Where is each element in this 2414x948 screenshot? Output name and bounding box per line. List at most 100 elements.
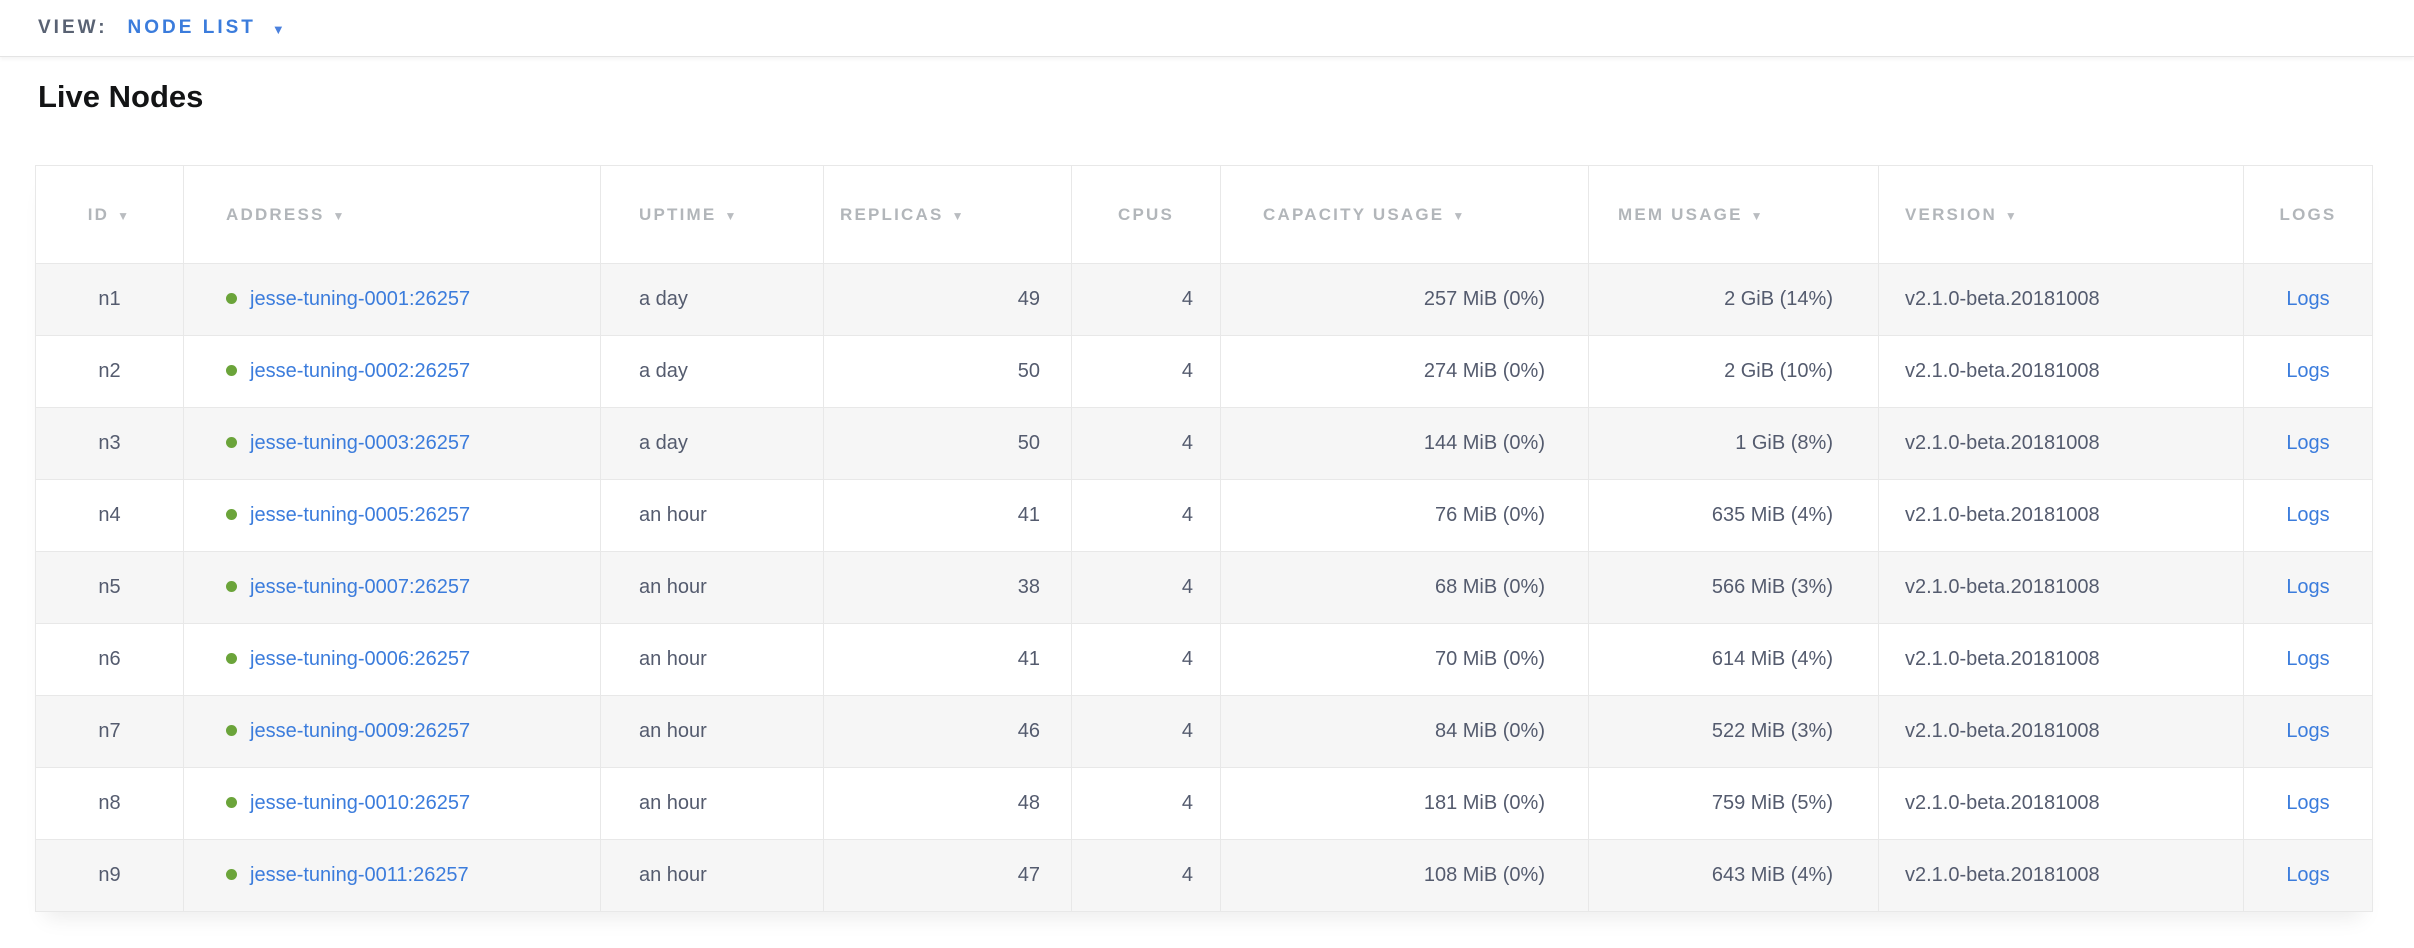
cell-capacity: 84 MiB (0%) [1220, 695, 1589, 768]
node-status-dot-icon [226, 797, 237, 808]
cell-version: v2.1.0-beta.20181008 [1878, 335, 2244, 408]
cell-version: v2.1.0-beta.20181008 [1878, 407, 2244, 480]
cell-version: v2.1.0-beta.20181008 [1878, 479, 2244, 552]
cell-replicas: 41 [823, 623, 1072, 696]
logs-link[interactable]: Logs [2286, 864, 2330, 886]
cell-address: jesse-tuning-0002:26257 [183, 335, 601, 408]
cell-uptime: an hour [600, 767, 824, 840]
cell-cpus: 4 [1071, 839, 1221, 912]
cell-logs: Logs [2243, 623, 2373, 696]
node-address-link[interactable]: jesse-tuning-0002:26257 [250, 360, 471, 382]
node-address-link[interactable]: jesse-tuning-0005:26257 [250, 504, 471, 526]
column-label: LOGS [2279, 204, 2337, 224]
column-header-logs: LOGS [2243, 165, 2373, 264]
cell-logs: Logs [2243, 767, 2373, 840]
sort-desc-icon: ▼ [332, 208, 347, 223]
table-row: n3 jesse-tuning-0003:26257 a day 50 4 144 MiB… [35, 407, 2373, 480]
live-nodes-table: ID ▼ ADDRESS ▼ UPTIME ▼ REPLICAS ▼ CPUS CAPACITY … [35, 165, 2373, 912]
cell-mem: 2 GiB (10%) [1588, 335, 1879, 408]
column-header-replicas[interactable]: REPLICAS ▼ [823, 165, 1072, 264]
logs-link[interactable]: Logs [2286, 576, 2330, 598]
sort-desc-icon: ▼ [724, 208, 739, 223]
cell-logs: Logs [2243, 335, 2373, 408]
logs-link[interactable]: Logs [2286, 432, 2330, 454]
cell-uptime: a day [600, 335, 824, 408]
column-header-mem[interactable]: MEM USAGE ▼ [1588, 165, 1879, 264]
cell-cpus: 4 [1071, 479, 1221, 552]
cell-cpus: 4 [1071, 623, 1221, 696]
view-label: VIEW: [38, 17, 108, 38]
cell-logs: Logs [2243, 551, 2373, 624]
cell-address: jesse-tuning-0003:26257 [183, 407, 601, 480]
cell-logs: Logs [2243, 407, 2373, 480]
cell-mem: 2 GiB (14%) [1588, 263, 1879, 336]
cell-capacity: 108 MiB (0%) [1220, 839, 1589, 912]
logs-link[interactable]: Logs [2286, 792, 2330, 814]
cell-capacity: 68 MiB (0%) [1220, 551, 1589, 624]
node-status-dot-icon [226, 869, 237, 880]
table-row: n5 jesse-tuning-0007:26257 an hour 38 4 68 Mi… [35, 551, 2373, 624]
cell-replicas: 48 [823, 767, 1072, 840]
cell-mem: 522 MiB (3%) [1588, 695, 1879, 768]
column-header-capacity[interactable]: CAPACITY USAGE ▼ [1220, 165, 1589, 264]
column-header-id[interactable]: ID ▼ [35, 165, 184, 264]
page-title: Live Nodes [38, 79, 204, 114]
cell-version: v2.1.0-beta.20181008 [1878, 839, 2244, 912]
sort-desc-icon: ▼ [117, 208, 132, 223]
column-label: CAPACITY USAGE [1263, 204, 1445, 224]
cell-id: n8 [35, 767, 184, 840]
column-label: ID [87, 204, 110, 224]
dropdown-caret-icon: ▼ [271, 21, 285, 37]
node-address-link[interactable]: jesse-tuning-0011:26257 [250, 864, 469, 886]
node-address-link[interactable]: jesse-tuning-0001:26257 [250, 288, 471, 310]
node-address-link[interactable]: jesse-tuning-0007:26257 [250, 576, 471, 598]
cell-id: n4 [35, 479, 184, 552]
sort-desc-icon: ▼ [1750, 208, 1765, 223]
logs-link[interactable]: Logs [2286, 720, 2330, 742]
table-row: n6 jesse-tuning-0006:26257 an hour 41 4 70 Mi… [35, 623, 2373, 696]
cell-replicas: 50 [823, 335, 1072, 408]
table-row: n9 jesse-tuning-0011:26257 an hour 47 4 108 M… [35, 839, 2373, 912]
column-header-version[interactable]: VERSION ▼ [1878, 165, 2244, 264]
column-header-address[interactable]: ADDRESS ▼ [183, 165, 601, 264]
sort-desc-icon: ▼ [1452, 208, 1467, 223]
node-address-link[interactable]: jesse-tuning-0003:26257 [250, 432, 471, 454]
cell-address: jesse-tuning-0009:26257 [183, 695, 601, 768]
node-address-link[interactable]: jesse-tuning-0010:26257 [250, 792, 471, 814]
cell-mem: 759 MiB (5%) [1588, 767, 1879, 840]
cell-cpus: 4 [1071, 407, 1221, 480]
column-header-cpus: CPUS [1071, 165, 1221, 264]
cell-mem: 635 MiB (4%) [1588, 479, 1879, 552]
cell-id: n9 [35, 839, 184, 912]
cell-id: n3 [35, 407, 184, 480]
cell-mem: 566 MiB (3%) [1588, 551, 1879, 624]
column-label: CPUS [1117, 204, 1175, 224]
logs-link[interactable]: Logs [2286, 504, 2330, 526]
node-status-dot-icon [226, 581, 237, 592]
node-address-link[interactable]: jesse-tuning-0009:26257 [250, 720, 471, 742]
cell-id: n7 [35, 695, 184, 768]
cell-id: n6 [35, 623, 184, 696]
cell-version: v2.1.0-beta.20181008 [1878, 623, 2244, 696]
table-row: n2 jesse-tuning-0002:26257 a day 50 4 274 MiB… [35, 335, 2373, 408]
cell-id: n5 [35, 551, 184, 624]
cell-address: jesse-tuning-0006:26257 [183, 623, 601, 696]
table-row: n8 jesse-tuning-0010:26257 an hour 48 4 181 M… [35, 767, 2373, 840]
cell-logs: Logs [2243, 263, 2373, 336]
cell-address: jesse-tuning-0011:26257 [183, 839, 601, 912]
cell-uptime: a day [600, 263, 824, 336]
cell-mem: 1 GiB (8%) [1588, 407, 1879, 480]
view-dropdown[interactable]: NODE LIST ▼ [128, 17, 285, 39]
cell-address: jesse-tuning-0010:26257 [183, 767, 601, 840]
cell-logs: Logs [2243, 695, 2373, 768]
cell-logs: Logs [2243, 479, 2373, 552]
live-nodes-table-container: ID ▼ ADDRESS ▼ UPTIME ▼ REPLICAS ▼ CPUS CAPACITY … [35, 165, 2373, 912]
column-header-uptime[interactable]: UPTIME ▼ [600, 165, 824, 264]
logs-link[interactable]: Logs [2286, 288, 2330, 310]
logs-link[interactable]: Logs [2286, 360, 2330, 382]
cell-capacity: 257 MiB (0%) [1220, 263, 1589, 336]
cell-replicas: 41 [823, 479, 1072, 552]
cell-capacity: 181 MiB (0%) [1220, 767, 1589, 840]
node-address-link[interactable]: jesse-tuning-0006:26257 [250, 648, 471, 670]
logs-link[interactable]: Logs [2286, 648, 2330, 670]
